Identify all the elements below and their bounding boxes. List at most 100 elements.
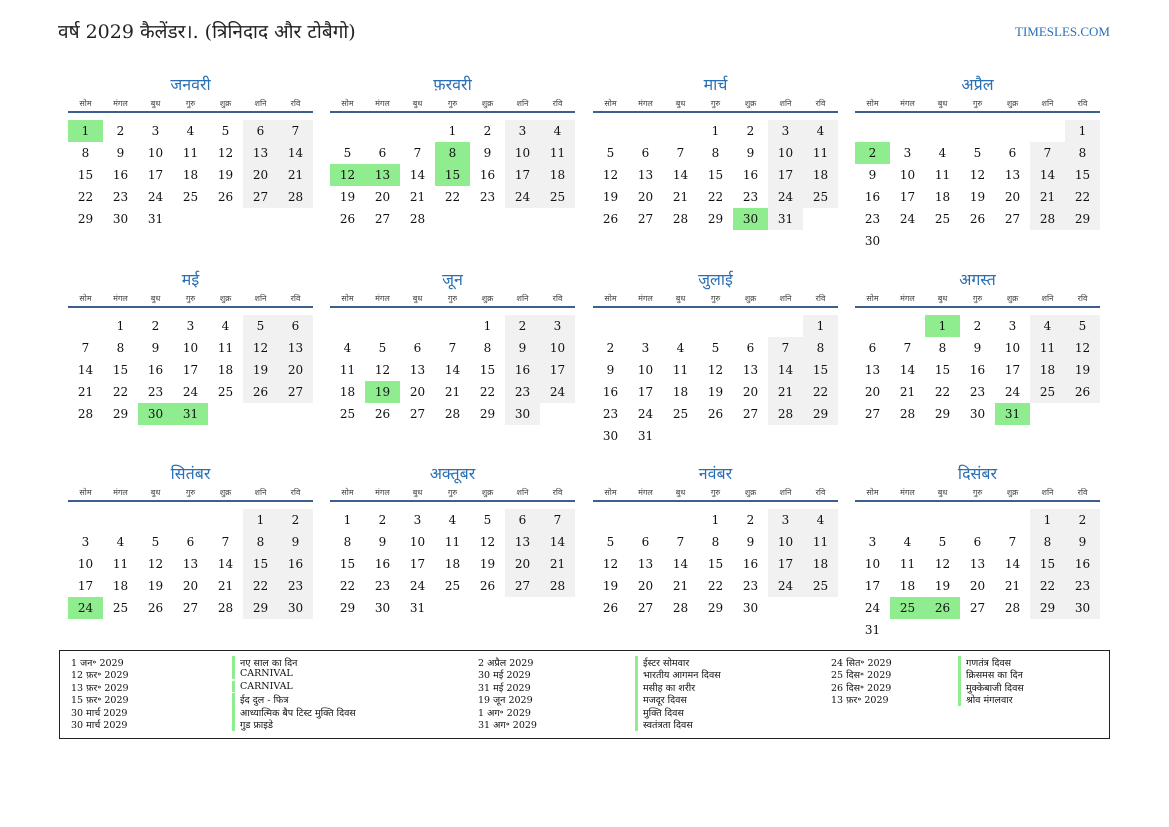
weekday-label: बुध (150, 99, 161, 108)
weekday-label: शनि (1041, 294, 1054, 303)
day-cell: 8 (435, 142, 470, 164)
day-cell: 17 (768, 164, 803, 186)
day-cell: 15 (803, 359, 838, 381)
weekday-label: बुध (937, 488, 948, 497)
day-cell: 19 (1065, 359, 1100, 381)
day-cell: 30 (278, 597, 313, 619)
day-cell: 11 (803, 531, 838, 553)
holiday-date: 1 अग॰ 2029 (478, 707, 531, 719)
day-cell: 7 (81, 341, 90, 355)
day-cell: 28 (768, 403, 803, 425)
day-cell: 28 (540, 575, 575, 597)
day-cell: 12 (479, 535, 496, 549)
weekday-label: रवि (815, 488, 826, 497)
day-cell: 27 (637, 601, 654, 615)
day-cell: 9 (746, 146, 755, 160)
day-cell: 8 (343, 535, 352, 549)
day-cell: 29 (707, 212, 724, 226)
day-cell: 26 (1065, 381, 1100, 403)
day-cell: 14 (1030, 164, 1065, 186)
day-cell: 30 (864, 234, 881, 248)
day-cell: 6 (278, 315, 313, 337)
holiday-name: ईद दुल - फित्र (232, 693, 289, 707)
day-cell: 11 (899, 557, 916, 571)
month-name: अगस्त (959, 270, 996, 289)
day-cell: 31 (637, 429, 654, 443)
day-cell: 17 (864, 579, 881, 593)
day-cell: 14 (672, 168, 689, 182)
day-cell: 23 (742, 190, 759, 204)
weekday-label: गुरु (447, 294, 458, 303)
day-cell: 17 (182, 363, 199, 377)
weekday-label: मंगल (638, 488, 653, 497)
holiday-date: 12 फ़र॰ 2029 (71, 670, 129, 682)
weekday-label: मंगल (900, 488, 915, 497)
day-cell: 3 (413, 513, 422, 527)
day-cell: 27 (278, 381, 313, 403)
weekday-label: रवि (290, 294, 301, 303)
weekday-label: शुक्र (744, 99, 757, 108)
day-cell: 21 (77, 385, 94, 399)
day-cell: 4 (186, 124, 195, 138)
site-link[interactable]: TIMESLES.COM (1015, 24, 1110, 39)
month-name: अप्रैल (961, 75, 994, 94)
day-cell: 19 (602, 190, 619, 204)
day-cell: 11 (672, 363, 689, 377)
day-cell: 3 (903, 146, 912, 160)
holiday-date: 31 अग॰ 2029 (478, 720, 537, 731)
day-cell: 13 (278, 337, 313, 359)
day-cell: 31 (173, 403, 208, 425)
weekday-label: बुध (412, 294, 423, 303)
month-name: जून (442, 270, 463, 289)
day-cell: 29 (1065, 208, 1100, 230)
day-cell: 18 (934, 190, 951, 204)
day-cell: 27 (243, 186, 278, 208)
day-cell: 24 (768, 575, 803, 597)
day-cell: 16 (1065, 553, 1100, 575)
day-cell: 18 (672, 385, 689, 399)
day-cell: 20 (243, 164, 278, 186)
day-cell: 13 (864, 363, 881, 377)
weekday-label: रवि (815, 294, 826, 303)
month-name: जनवरी (170, 75, 211, 94)
weekday-label: गुरु (185, 294, 196, 303)
holiday-name: गणतंत्र दिवस (958, 656, 1011, 669)
day-cell: 7 (278, 120, 313, 142)
day-cell: 7 (676, 535, 685, 549)
day-cell: 1 (343, 513, 352, 527)
weekday-label: मंगल (375, 99, 390, 108)
holiday-date: 26 दिस॰ 2029 (831, 682, 892, 694)
weekday-label: बुध (675, 488, 686, 497)
holiday-date: 15 फ़र॰ 2029 (71, 695, 129, 707)
day-cell: 27 (742, 407, 759, 421)
holiday-name: श्रोव मंगलवार (958, 693, 1013, 707)
day-cell: 25 (444, 579, 461, 593)
day-cell: 20 (374, 190, 391, 204)
day-cell: 18 (1030, 359, 1065, 381)
day-cell: 29 (1030, 597, 1065, 619)
day-cell: 21 (899, 385, 916, 399)
day-cell: 2 (505, 315, 540, 337)
day-cell: 4 (116, 535, 125, 549)
day-cell: 19 (934, 579, 951, 593)
day-cell: 17 (77, 579, 94, 593)
day-cell: 5 (483, 513, 492, 527)
day-cell: 23 (602, 407, 619, 421)
day-cell: 6 (641, 535, 650, 549)
weekday-label: शनि (1041, 488, 1054, 497)
day-cell: 10 (409, 535, 426, 549)
weekday-label: गुरु (972, 294, 983, 303)
day-cell: 5 (243, 315, 278, 337)
day-cell: 29 (112, 407, 129, 421)
holiday-list: 1 जन॰ 2029 नए साल का दिन 12 फ़र॰ 2029 CARNI… (59, 650, 1110, 739)
holiday-date: 31 मई 2029 (478, 682, 531, 694)
weekday-label: रवि (552, 99, 563, 108)
day-cell: 31 (147, 212, 164, 226)
day-cell: 28 (1004, 601, 1021, 615)
day-cell: 18 (112, 579, 129, 593)
day-cell: 26 (374, 407, 391, 421)
day-cell: 1 (925, 315, 960, 337)
holiday-name: नए साल का दिन (232, 656, 297, 669)
day-cell: 6 (505, 509, 540, 531)
day-cell: 19 (365, 381, 400, 403)
